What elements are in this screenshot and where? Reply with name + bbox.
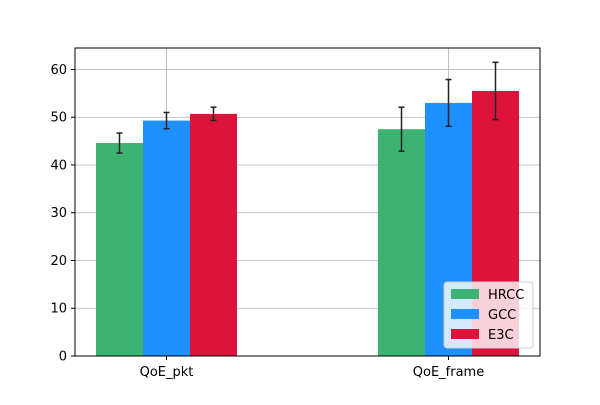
y-axis: 0 10 20 30 40 50 60: [50, 63, 75, 365]
y-tick-label: 40: [50, 158, 67, 173]
legend: HRCC GCC E3C: [443, 281, 534, 349]
error-bars: [116, 61, 499, 154]
legend-label-hrcc: HRCC: [488, 288, 524, 303]
bar-hrcc-qoe_frame: [378, 129, 425, 356]
bar-hrcc-qoe_pkt: [96, 143, 143, 356]
x-axis: QoE_pkt QoE_frame: [140, 356, 484, 380]
plot-area-frame: [74, 47, 541, 357]
y-tick-label: 50: [50, 111, 67, 126]
x-tick-label: QoE_frame: [413, 365, 484, 380]
legend-label-gcc: GCC: [488, 308, 516, 323]
bars: [96, 90, 519, 356]
y-tick-label: 0: [59, 350, 67, 365]
bar-gcc-qoe_pkt: [143, 120, 190, 356]
y-tick-label: 60: [50, 63, 67, 78]
y-tick-label: 30: [50, 206, 67, 221]
legend-swatch-e3c: [451, 329, 479, 339]
legend-swatch-gcc: [451, 309, 479, 319]
y-tick-label: 20: [50, 254, 67, 269]
legend-swatch-hrcc: [451, 289, 479, 299]
x-tick-label: QoE_pkt: [140, 365, 194, 380]
bar-e3c-qoe_pkt: [190, 113, 237, 356]
y-tick-label: 10: [50, 302, 67, 317]
legend-label-e3c: E3C: [488, 328, 514, 343]
